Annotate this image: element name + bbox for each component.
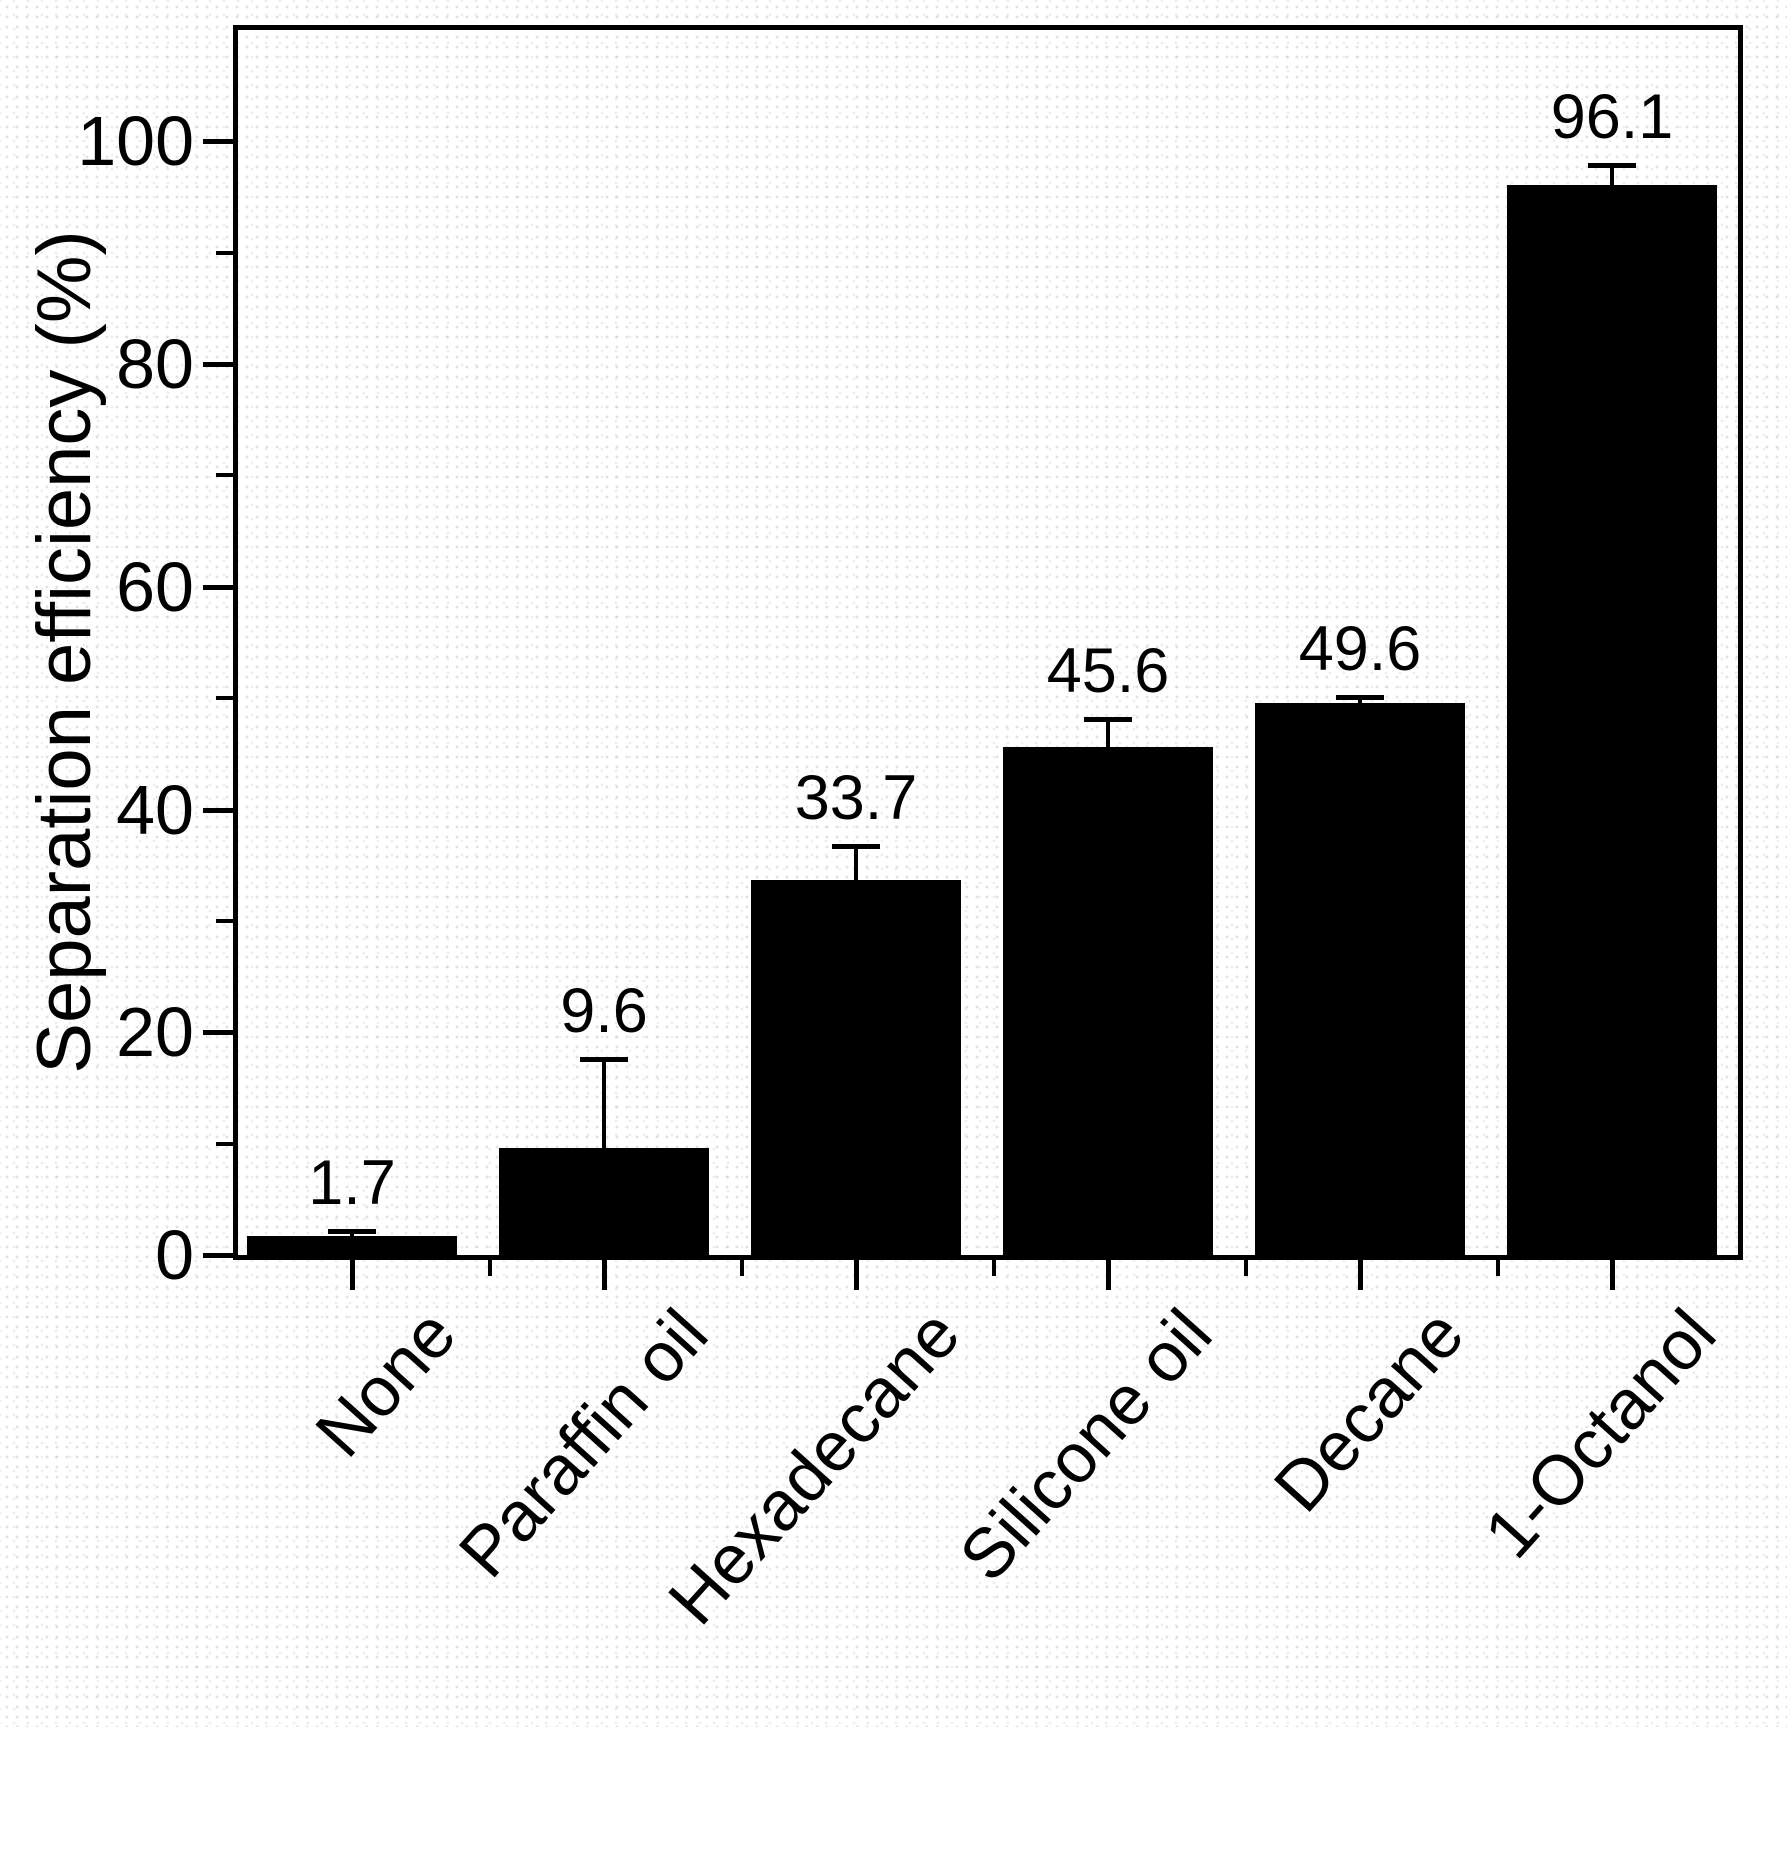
value-label-paraffin-oil: 9.6: [560, 976, 648, 1046]
y-minor-tick-10: [216, 1141, 233, 1146]
x-category-label-hexadecane: Hexadecane: [653, 1294, 975, 1639]
error-bar-cap-silicone-oil: [1084, 717, 1132, 723]
y-minor-tick-90: [216, 250, 233, 255]
x-major-tick-hexadecane: [854, 1260, 859, 1290]
bar-1-octanol: [1507, 184, 1717, 1255]
y-tick-label-0: 0: [155, 1216, 194, 1294]
y-major-tick-20: [203, 1030, 233, 1036]
y-tick-label-100: 100: [77, 102, 194, 181]
y-minor-tick-70: [216, 473, 233, 478]
x-category-label-silicone-oil: Silicone oil: [944, 1294, 1227, 1596]
x-minor-tick-4: [1244, 1260, 1248, 1276]
y-major-tick-80: [203, 362, 233, 368]
value-label-hexadecane: 33.7: [794, 763, 918, 834]
bar-decane: [1255, 702, 1465, 1255]
bar-paraffin-oil: [499, 1148, 709, 1255]
x-major-tick-none: [350, 1260, 355, 1290]
y-major-tick-40: [203, 807, 233, 813]
error-bar-whisker-paraffin-oil: [602, 1059, 606, 1149]
x-category-label-decane: Decane: [1259, 1294, 1479, 1527]
x-major-tick-paraffin-oil: [602, 1260, 607, 1290]
value-label-decane: 49.6: [1298, 614, 1422, 685]
value-label-silicone-oil: 45.6: [1046, 636, 1170, 707]
value-label-none: 1.7: [308, 1147, 396, 1218]
plot-area: [233, 25, 1743, 1260]
x-minor-tick-1: [488, 1260, 492, 1276]
x-category-label-paraffin-oil: Paraffin oil: [444, 1294, 723, 1592]
x-minor-tick-2: [740, 1260, 744, 1276]
bar-chart-figure: Separation efficiency (%) 0 20 40 60 80 100 1…: [0, 0, 1787, 1727]
y-tick-label-80: 80: [116, 325, 194, 404]
bar-hexadecane: [751, 879, 961, 1255]
y-tick-label-40: 40: [116, 770, 194, 849]
error-bar-cap-none: [328, 1228, 376, 1234]
error-bar-whisker-hexadecane: [854, 846, 858, 880]
y-tick-label-20: 20: [116, 993, 194, 1072]
y-major-tick-60: [203, 584, 233, 590]
y-major-tick-0: [203, 1253, 233, 1258]
error-bar-whisker-1-octanol: [1610, 164, 1614, 185]
x-minor-tick-3: [992, 1260, 996, 1276]
bar-none: [247, 1236, 457, 1255]
x-minor-tick-5: [1496, 1260, 1500, 1276]
error-bar-cap-1-octanol: [1588, 162, 1636, 168]
error-bar-cap-decane: [1336, 695, 1384, 701]
x-category-label-1-octanol: 1-Octanol: [1469, 1294, 1731, 1573]
value-label-1-octanol: 96.1: [1550, 81, 1674, 152]
x-major-tick-decane: [1358, 1260, 1363, 1290]
error-bar-whisker-silicone-oil: [1106, 719, 1110, 748]
x-major-tick-1-octanol: [1610, 1260, 1615, 1290]
bar-silicone-oil: [1003, 747, 1213, 1255]
y-minor-tick-30: [216, 918, 233, 923]
y-tick-label-60: 60: [116, 547, 194, 626]
y-minor-tick-50: [216, 696, 233, 701]
x-major-tick-silicone-oil: [1106, 1260, 1111, 1290]
error-bar-cap-paraffin-oil: [580, 1057, 628, 1062]
error-bar-cap-hexadecane: [832, 844, 880, 850]
y-major-tick-100: [203, 139, 233, 145]
